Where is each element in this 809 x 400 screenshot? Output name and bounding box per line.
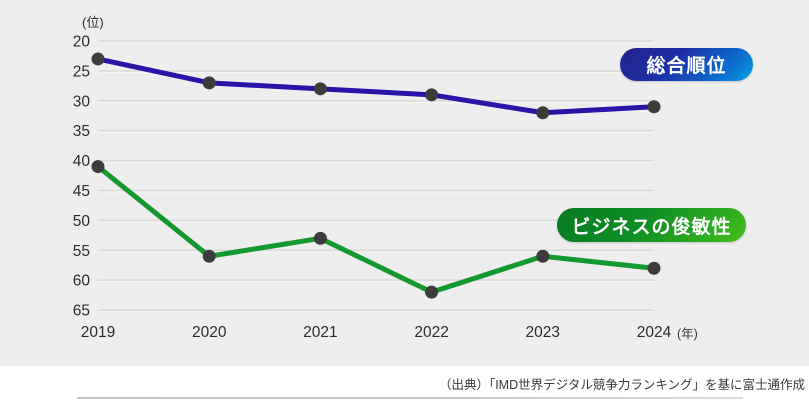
y-tick-label: 40 [73, 153, 91, 170]
ranking-line-chart: 20 25 30 35 40 45 50 55 60 65 2019 2020 2021 2022 2023… [0, 0, 809, 366]
data-point-marker [202, 249, 216, 263]
y-tick-label: 30 [73, 93, 91, 110]
data-point-marker [313, 82, 327, 96]
x-tick-label: 2023 [526, 324, 560, 341]
data-point-marker [647, 261, 661, 275]
data-point-marker [536, 106, 550, 120]
y-tick-label: 55 [73, 243, 90, 260]
legend-pill-business-agility: ビジネスの俊敏性 [557, 208, 746, 242]
y-tick-label: 45 [73, 183, 90, 200]
x-tick-label: 2024 [637, 324, 672, 341]
series-line-0 [95, 56, 657, 116]
y-tick-label: 65 [73, 303, 90, 320]
source-attribution-text: （出典）「IMD世界デジタル競争力ランキング」を基に富士通作成 [438, 378, 805, 392]
y-tick-label: 50 [73, 213, 91, 230]
bottom-partial-divider [77, 397, 743, 399]
legend-pill-overall-rank: 総合順位 [620, 48, 753, 81]
data-point-marker [425, 285, 439, 299]
y-tick-label: 25 [73, 63, 90, 80]
data-point-marker [536, 249, 550, 263]
series-line-1 [95, 164, 657, 295]
data-point-marker [91, 160, 105, 174]
x-tick-label: 2020 [192, 324, 227, 341]
x-tick-label: 2022 [414, 324, 448, 341]
data-point-marker [425, 88, 439, 102]
data-point-marker [647, 100, 661, 114]
data-point-marker [202, 76, 216, 90]
x-axis-unit-label: (年) [677, 327, 698, 341]
y-tick-label: 20 [73, 34, 91, 51]
y-tick-label: 60 [73, 273, 91, 290]
x-tick-label: 2021 [303, 324, 337, 341]
data-point-marker [91, 52, 105, 66]
y-tick-label: 35 [73, 123, 90, 140]
data-point-marker [313, 231, 327, 245]
y-axis-unit-label: (位) [82, 15, 104, 30]
x-tick-label: 2019 [81, 324, 115, 341]
